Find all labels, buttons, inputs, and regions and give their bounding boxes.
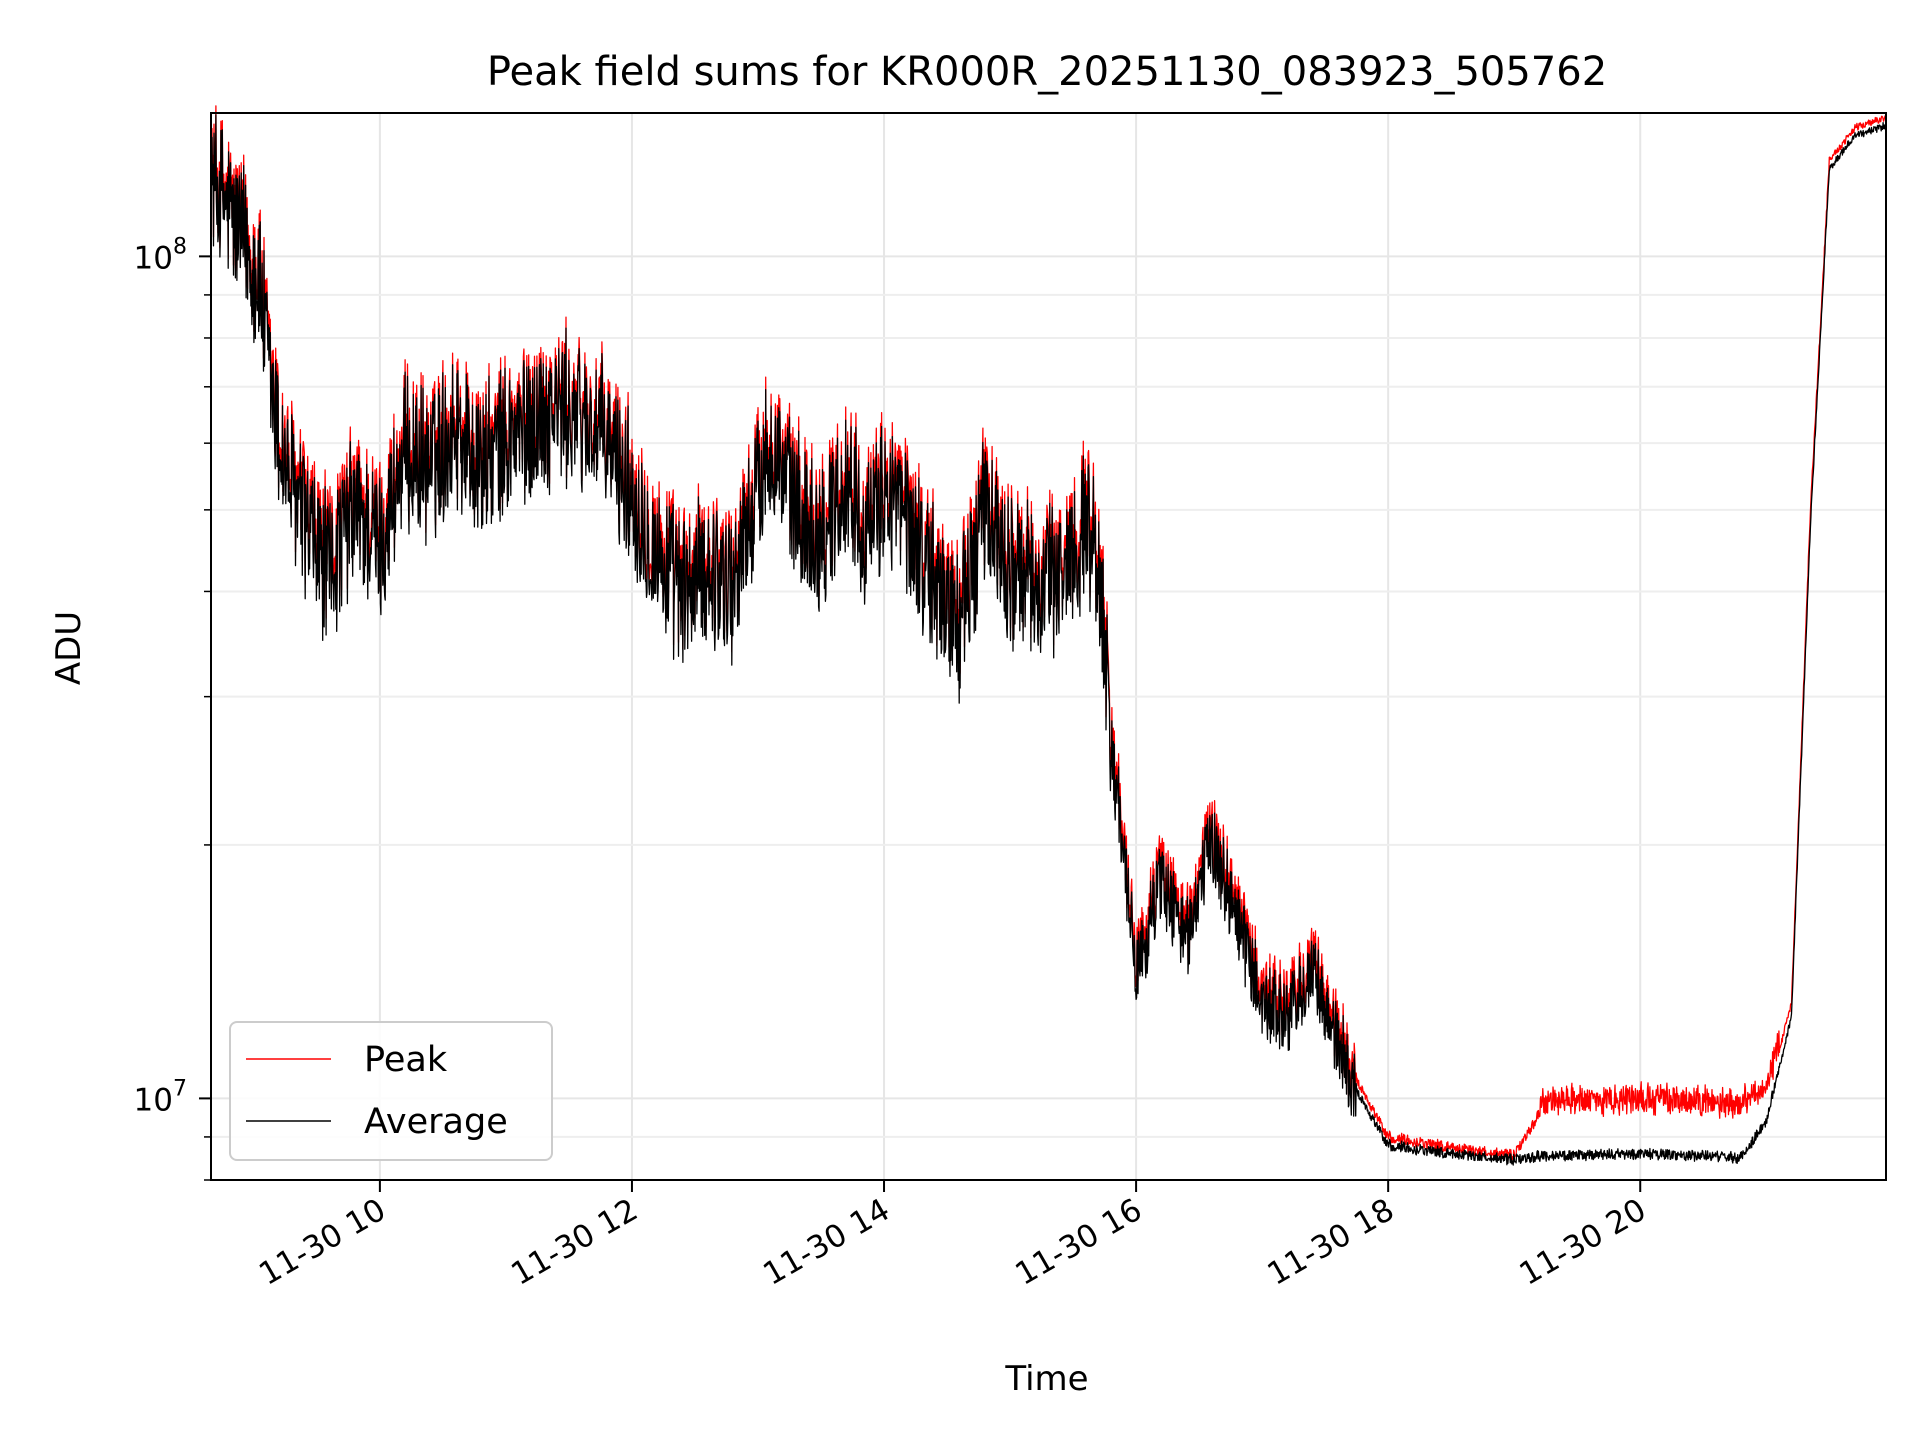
- series-layer: [210, 105, 1887, 1166]
- legend-peak-label: Peak: [364, 1040, 448, 1080]
- y-tick-base-1: 10: [134, 240, 173, 276]
- y-tick-base-0: 10: [134, 1082, 173, 1118]
- legend-average-label: Average: [364, 1102, 508, 1142]
- y-tick-exponent-1: 8: [173, 234, 187, 259]
- y-tick-label-0: 107: [134, 1076, 187, 1118]
- x-axis-label: Time: [1004, 1359, 1088, 1399]
- y-tick-label-1: 108: [134, 234, 187, 276]
- legend: Peak Average: [229, 1021, 553, 1161]
- series-line-average: [210, 114, 1887, 1166]
- legend-box: [229, 1021, 553, 1161]
- y-axis-label: ADU: [49, 611, 89, 685]
- y-tick-exponent-0: 7: [173, 1076, 187, 1101]
- plot-frame: [210, 112, 1887, 1181]
- chart-title: Peak field sums for KR000R_20251130_0839…: [487, 49, 1607, 95]
